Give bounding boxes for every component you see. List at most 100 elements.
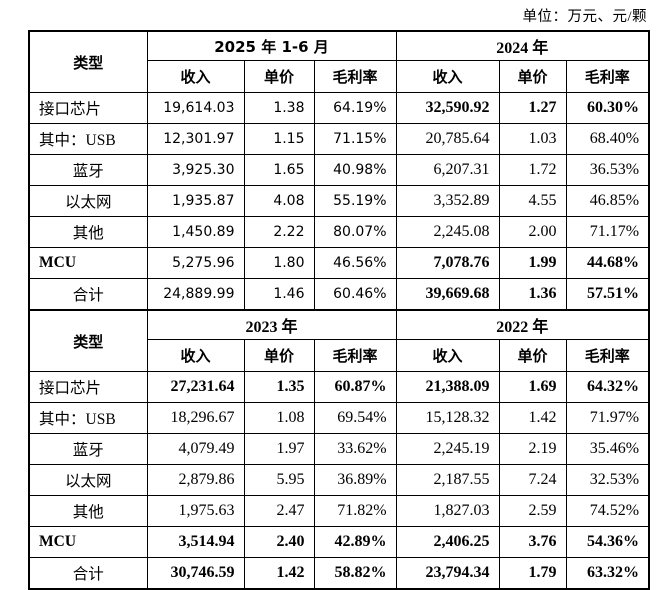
row-label: 接口芯片	[28, 371, 148, 403]
table-cell: 71.15%	[313, 123, 397, 155]
table-cell: 60.87%	[313, 371, 397, 403]
table-cell: 3.76	[498, 526, 567, 558]
table-cell: 2,187.55	[395, 464, 500, 496]
table-cell: 18,296.67	[146, 402, 245, 434]
table-cell: 5,275.96	[146, 247, 245, 279]
table-cell: 23,794.34	[395, 557, 500, 590]
table-cell: 2.59	[498, 495, 567, 527]
table-cell: 1.36	[498, 278, 567, 311]
table-cell: 44.68%	[565, 247, 650, 279]
row-label: 其他	[28, 216, 148, 248]
row-label: 合计	[28, 278, 148, 311]
table-cell: 33.62%	[313, 433, 397, 465]
sub-column-header: 收入	[146, 339, 245, 372]
table-cell: 69.54%	[313, 402, 397, 434]
sub-column-header: 毛利率	[313, 60, 397, 93]
table-row: 蓝牙 4,079.49 1.97 33.62% 2,245.19 2.19 35.46%	[28, 433, 650, 465]
table-row: 蓝牙 3,925.30 1.65 40.98% 6,207.31 1.72 36.53%	[28, 154, 650, 186]
table-cell: 1.08	[243, 402, 315, 434]
row-label: 蓝牙	[28, 154, 148, 186]
sub-column-header: 毛利率	[565, 339, 650, 372]
table-cell: 54.36%	[565, 526, 650, 558]
table-cell: 1.38	[243, 92, 315, 124]
table-cell: 4.08	[243, 185, 315, 217]
table-cell: 64.19%	[313, 92, 397, 124]
table-row: 以太网 2,879.86 5.95 36.89% 2,187.55 7.24 32.53%	[28, 464, 650, 496]
table-cell: 71.97%	[565, 402, 650, 434]
table-cell: 55.19%	[313, 185, 397, 217]
table-cell: 1,827.03	[395, 495, 500, 527]
table-cell: 4,079.49	[146, 433, 245, 465]
table-cell: 5.95	[243, 464, 315, 496]
table-cell: 1.79	[498, 557, 567, 590]
table-cell: 7.24	[498, 464, 567, 496]
table-cell: 2.19	[498, 433, 567, 465]
table-cell: 1.65	[243, 154, 315, 186]
row-label: 以太网	[28, 185, 148, 217]
sub-column-header: 单价	[243, 60, 315, 93]
table-cell: 1.97	[243, 433, 315, 465]
table-cell: 6,207.31	[395, 154, 500, 186]
table-row: 其他 1,450.89 2.22 80.07% 2,245.08 2.00 71.17%	[28, 216, 650, 248]
table-cell: 1.15	[243, 123, 315, 155]
table-cell: 4.55	[498, 185, 567, 217]
table-cell: 40.98%	[313, 154, 397, 186]
sub-column-header: 单价	[498, 60, 567, 93]
sub-column-header: 毛利率	[565, 60, 650, 93]
table-row: 接口芯片 19,614.03 1.38 64.19% 32,590.92 1.27 60.3…	[28, 92, 650, 124]
sub-column-header: 收入	[146, 60, 245, 93]
sub-column-header: 收入	[395, 60, 500, 93]
table-cell: 46.85%	[565, 185, 650, 217]
table-cell: 2.47	[243, 495, 315, 527]
financial-table: 类型 2025 年 1-6 月 2024 年收入 单价 毛利率 收入 单价 毛利率 接口芯片 19…	[28, 30, 651, 590]
table-cell: 3,925.30	[146, 154, 245, 186]
row-label: MCU	[28, 526, 148, 558]
table-cell: 30,746.59	[146, 557, 245, 590]
row-label: 其中：USB	[28, 123, 148, 155]
row-label: 其他	[28, 495, 148, 527]
type-column-header: 类型	[28, 309, 148, 372]
table-cell: 1.99	[498, 247, 567, 279]
table-cell: 2.22	[243, 216, 315, 248]
table-cell: 60.30%	[565, 92, 650, 124]
table-row: 以太网 1,935.87 4.08 55.19% 3,352.89 4.55 46.85%	[28, 185, 650, 217]
table-cell: 2,406.25	[395, 526, 500, 558]
table-row: 其他 1,975.63 2.47 71.82% 1,827.03 2.59 74.52%	[28, 495, 650, 527]
table-cell: 42.89%	[313, 526, 397, 558]
period-header: 2024 年	[395, 30, 650, 61]
sub-column-header: 毛利率	[313, 339, 397, 372]
table-row: 合计 30,746.59 1.42 58.82% 23,794.34 1.79 63.32%	[28, 557, 650, 590]
table-cell: 1,450.89	[146, 216, 245, 248]
table-cell: 1.03	[498, 123, 567, 155]
table-cell: 35.46%	[565, 433, 650, 465]
table-cell: 21,388.09	[395, 371, 500, 403]
table-row: MCU 3,514.94 2.40 42.89% 2,406.25 3.76 54.36%	[28, 526, 650, 558]
sub-column-header: 收入	[395, 339, 500, 372]
table-cell: 2,245.08	[395, 216, 500, 248]
table-cell: 7,078.76	[395, 247, 500, 279]
row-label: 以太网	[28, 464, 148, 496]
row-label: MCU	[28, 247, 148, 279]
table-cell: 32.53%	[565, 464, 650, 496]
table-cell: 71.82%	[313, 495, 397, 527]
period-header: 2022 年	[395, 309, 650, 340]
table-cell: 80.07%	[313, 216, 397, 248]
table-cell: 2.00	[498, 216, 567, 248]
table-cell: 24,889.99	[146, 278, 245, 311]
table-cell: 1,975.63	[146, 495, 245, 527]
table-cell: 1.80	[243, 247, 315, 279]
table-cell: 27,231.64	[146, 371, 245, 403]
row-label: 蓝牙	[28, 433, 148, 465]
table-cell: 2,245.19	[395, 433, 500, 465]
table-cell: 1.42	[498, 402, 567, 434]
table-row: 合计 24,889.99 1.46 60.46% 39,669.68 1.36 57.51%	[28, 278, 650, 311]
table-cell: 2,879.86	[146, 464, 245, 496]
table-cell: 15,128.32	[395, 402, 500, 434]
table-cell: 36.89%	[313, 464, 397, 496]
table-cell: 1.35	[243, 371, 315, 403]
table-row: MCU 5,275.96 1.80 46.56% 7,078.76 1.99 44.68%	[28, 247, 650, 279]
table-cell: 1.42	[243, 557, 315, 590]
row-label: 接口芯片	[28, 92, 148, 124]
period-header: 2023 年	[146, 309, 397, 340]
type-column-header: 类型	[28, 30, 148, 93]
